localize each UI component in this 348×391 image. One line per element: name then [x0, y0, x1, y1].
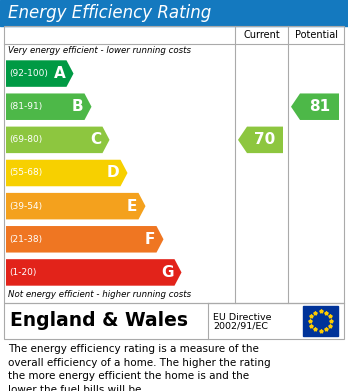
Text: B: B: [72, 99, 84, 114]
Polygon shape: [6, 127, 110, 153]
Polygon shape: [6, 93, 92, 120]
Text: (1-20): (1-20): [9, 268, 37, 277]
Text: F: F: [145, 232, 156, 247]
Polygon shape: [6, 193, 145, 219]
Polygon shape: [238, 127, 283, 153]
Text: D: D: [107, 165, 119, 181]
Text: G: G: [161, 265, 174, 280]
Text: England & Wales: England & Wales: [10, 312, 188, 330]
Text: 70: 70: [254, 133, 276, 147]
Text: EU Directive: EU Directive: [213, 312, 271, 321]
Bar: [4, 26, 344, 303]
Text: Not energy efficient - higher running costs: Not energy efficient - higher running co…: [8, 290, 191, 299]
Polygon shape: [6, 160, 127, 186]
Text: Energy Efficiency Rating: Energy Efficiency Rating: [8, 4, 211, 22]
Text: C: C: [90, 133, 102, 147]
Text: 81: 81: [309, 99, 330, 114]
Text: (69-80): (69-80): [9, 135, 42, 144]
Text: 2002/91/EC: 2002/91/EC: [213, 321, 268, 330]
Text: E: E: [127, 199, 137, 213]
Text: Current: Current: [243, 30, 280, 40]
Polygon shape: [291, 93, 339, 120]
Text: Potential: Potential: [294, 30, 338, 40]
Polygon shape: [6, 226, 164, 253]
Polygon shape: [6, 259, 182, 286]
Bar: [303, 306, 338, 336]
Bar: [4, 303, 344, 339]
Text: The energy efficiency rating is a measure of the
overall efficiency of a home. T: The energy efficiency rating is a measur…: [8, 344, 271, 391]
Bar: [0, 0, 348, 26]
Text: Very energy efficient - lower running costs: Very energy efficient - lower running co…: [8, 46, 191, 55]
Text: (92-100): (92-100): [9, 69, 48, 78]
Text: A: A: [54, 66, 65, 81]
Text: (39-54): (39-54): [9, 202, 42, 211]
Text: (81-91): (81-91): [9, 102, 42, 111]
Text: (55-68): (55-68): [9, 169, 42, 178]
Text: (21-38): (21-38): [9, 235, 42, 244]
Polygon shape: [6, 60, 73, 87]
